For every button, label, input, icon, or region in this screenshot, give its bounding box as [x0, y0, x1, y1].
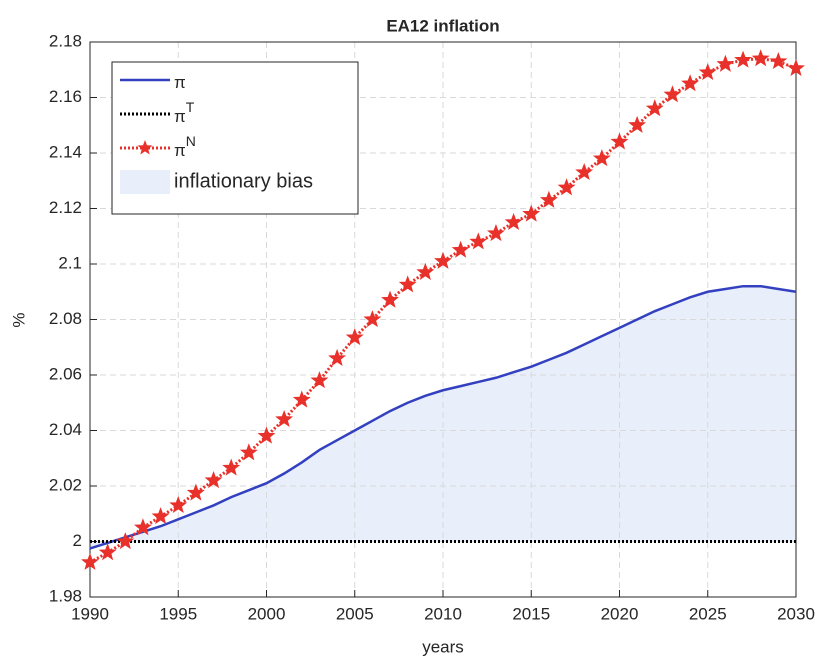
star-marker	[663, 85, 682, 103]
star-marker	[575, 162, 594, 181]
star-marker	[469, 232, 488, 250]
y-tick-label: 2	[73, 531, 82, 550]
y-tick-label: 2.14	[49, 142, 82, 161]
star-marker	[504, 212, 523, 231]
legend-label: π	[174, 73, 186, 92]
y-tick-label: 2.1	[58, 253, 82, 272]
legend-label: πN	[174, 133, 196, 161]
legend-fill	[120, 170, 170, 194]
star-marker	[169, 495, 188, 514]
legend-sup: T	[186, 99, 195, 115]
star-marker	[610, 132, 629, 150]
y-tick-label: 1.98	[49, 586, 82, 605]
series-line	[89, 57, 797, 564]
series-line	[89, 284, 797, 550]
y-tick-label: 2.12	[49, 198, 82, 217]
star-marker	[257, 426, 276, 444]
star-marker	[292, 390, 311, 408]
star-marker	[628, 115, 647, 133]
x-axis-label: years	[422, 637, 464, 656]
x-tick-label: 2025	[689, 604, 727, 623]
star-marker	[539, 190, 558, 208]
x-tick-label: 1990	[71, 604, 109, 623]
star-marker	[133, 518, 152, 536]
star-marker	[345, 328, 364, 346]
star-marker	[398, 275, 417, 293]
star-marker	[486, 224, 505, 242]
y-tick-label: 2.04	[49, 420, 82, 439]
star-marker	[787, 58, 805, 76]
star-marker	[222, 458, 241, 476]
x-tick-label: 2010	[424, 604, 462, 623]
star-marker	[434, 251, 452, 269]
legend-name: π	[174, 141, 186, 160]
star-marker	[557, 178, 576, 196]
legend-marker	[137, 140, 153, 155]
star-marker	[239, 443, 258, 461]
legend-name: π	[174, 73, 186, 92]
star-marker	[116, 532, 135, 550]
star-marker	[151, 507, 170, 525]
x-tick-label: 2000	[248, 604, 286, 623]
star-marker	[98, 543, 117, 561]
star-marker	[698, 63, 717, 81]
star-marker	[381, 290, 400, 308]
star-marker	[275, 409, 294, 428]
legend-name: π	[174, 107, 186, 126]
x-tick-label: 1995	[159, 604, 197, 623]
x-tick-label: 2020	[601, 604, 639, 623]
star-marker	[645, 99, 664, 117]
x-tick-label: 2030	[777, 604, 815, 623]
star-marker	[751, 49, 770, 67]
y-tick-label: 2.16	[49, 87, 82, 106]
x-tick-label: 2005	[336, 604, 374, 623]
star-marker	[451, 240, 470, 258]
y-tick-label: 2.18	[49, 31, 82, 50]
y-tick-label: 2.08	[49, 309, 82, 328]
chart-title: EA12 inflation	[386, 16, 499, 35]
star-marker	[328, 348, 347, 366]
legend-sup: N	[186, 133, 196, 149]
y-axis-label: %	[9, 312, 28, 327]
star-marker	[522, 204, 541, 222]
axes-box	[89, 41, 797, 598]
legend-label: πT	[174, 99, 195, 127]
star-marker	[416, 262, 435, 280]
y-tick-label: 2.02	[49, 475, 82, 494]
star-marker	[186, 483, 205, 501]
legend-label: inflationary bias	[174, 170, 313, 192]
star-marker	[769, 51, 788, 70]
y-tick-label: 2.06	[49, 364, 82, 383]
star-marker	[592, 149, 611, 167]
star-marker	[734, 50, 753, 68]
star-marker	[716, 54, 735, 72]
star-marker	[204, 471, 223, 489]
star-marker	[81, 552, 99, 570]
star-marker	[310, 371, 329, 389]
star-marker	[681, 74, 700, 92]
x-tick-label: 2015	[512, 604, 550, 623]
star-marker	[363, 310, 382, 328]
